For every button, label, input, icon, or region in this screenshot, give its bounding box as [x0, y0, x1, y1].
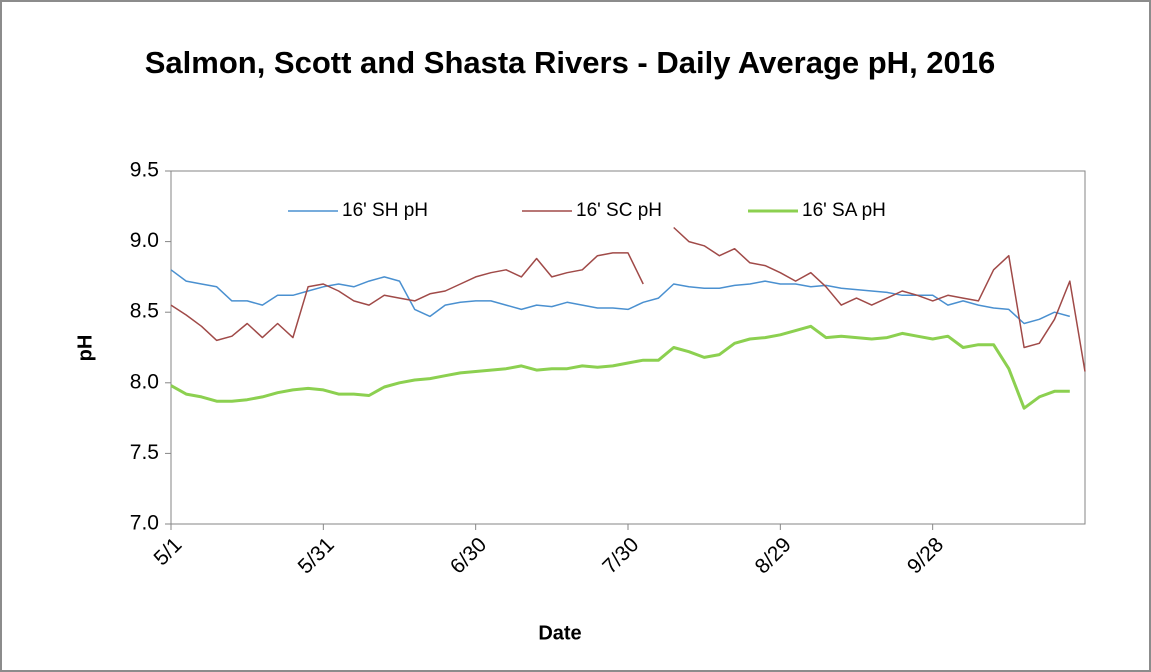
- legend-label: 16' SA pH: [802, 200, 886, 221]
- y-tick-label: 9.5: [130, 159, 159, 182]
- y-tick-label: 8.5: [130, 300, 159, 323]
- x-tick-label: 9/28: [903, 533, 948, 578]
- x-tick-label: 8/29: [751, 533, 796, 578]
- chart-title: Salmon, Scott and Shasta Rivers - Daily …: [144, 45, 996, 80]
- y-axis-label: pH: [74, 335, 96, 362]
- x-tick-label: 5/1: [150, 533, 187, 570]
- x-tick-label: 7/30: [598, 533, 643, 578]
- legend-label: 16' SC pH: [576, 200, 662, 221]
- legend-label: 16' SH pH: [342, 200, 428, 221]
- plot-area: [170, 170, 1086, 525]
- series-line: [170, 226, 1086, 372]
- y-tick-label: 7.0: [130, 512, 159, 535]
- x-axis-label: Date: [538, 622, 581, 644]
- x-tick-label: 6/30: [446, 533, 491, 578]
- x-tick-label: 5/31: [294, 533, 339, 578]
- y-tick-label: 8.0: [130, 370, 159, 393]
- y-tick-label: 7.5: [130, 441, 159, 464]
- y-tick-label: 9.0: [130, 229, 159, 252]
- series-line: [170, 269, 1070, 325]
- series-line: [170, 324, 1070, 410]
